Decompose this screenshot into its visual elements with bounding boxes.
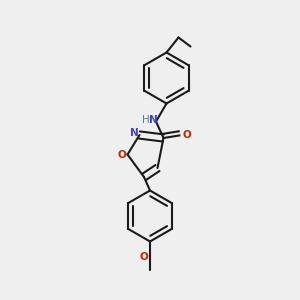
Text: O: O [182,130,191,140]
Text: O: O [139,251,148,262]
Text: N: N [148,115,158,125]
Text: H: H [142,115,149,125]
Text: N: N [130,128,139,138]
Text: O: O [118,149,127,160]
